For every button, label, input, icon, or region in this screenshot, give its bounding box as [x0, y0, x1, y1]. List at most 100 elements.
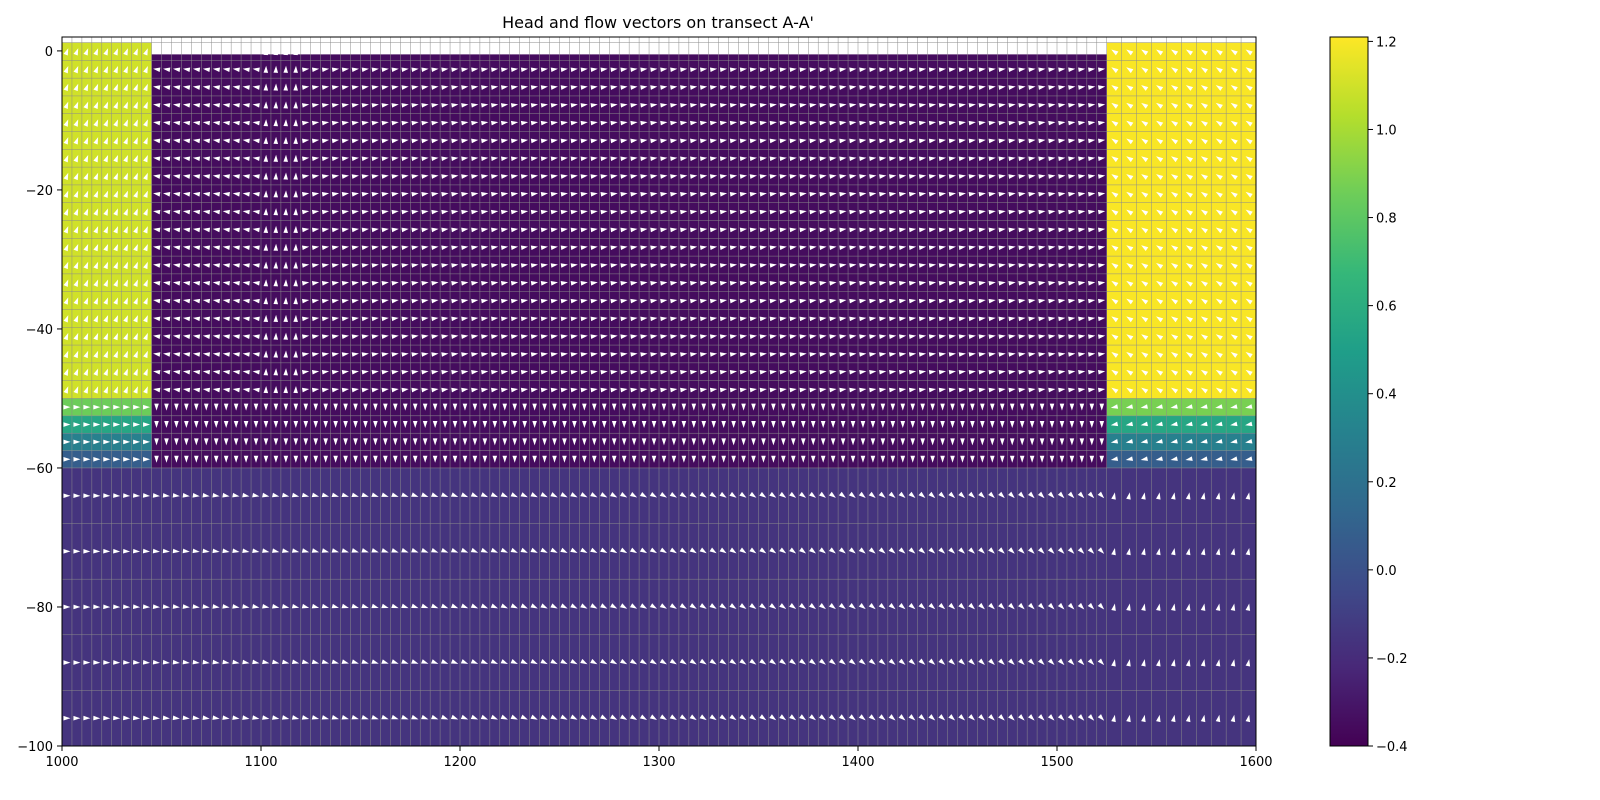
flow-vector-2282: [1028, 387, 1036, 393]
flow-vector-884: [849, 174, 857, 179]
flow-vector-1133: [1038, 209, 1046, 215]
flow-vector-2933: [639, 547, 648, 554]
flow-vector-878: [789, 174, 797, 179]
flow-vector-1352: [928, 245, 937, 250]
flow-vector-2997: [132, 604, 141, 610]
flow-vector-2322: [283, 403, 289, 411]
flow-vector-1545: [560, 281, 568, 286]
flow-vector-750: [660, 156, 668, 162]
flow-vector-718: [341, 156, 350, 162]
flow-vector-2643: [1230, 438, 1238, 444]
flow-vector-1004: [898, 192, 907, 197]
flow-vector-829: [301, 174, 310, 179]
flow-vector-2057: [1078, 352, 1086, 357]
flow-vector-2471: [621, 421, 627, 429]
flow-vector-217: [1078, 67, 1086, 73]
flow-vector-1433: [590, 263, 598, 268]
flow-vector-2638: [1155, 438, 1163, 444]
flow-vector-654: [849, 138, 857, 144]
flow-vector-2507: [980, 421, 985, 429]
flow-vector-3283: [689, 714, 697, 721]
flow-vector-2312: [184, 403, 189, 411]
flow-vector-678: [1088, 138, 1096, 144]
flow-vector-1694: [898, 298, 907, 304]
flow-vector-2745: [1059, 455, 1065, 463]
flow-vector-2611: [870, 438, 876, 446]
flow-vector-1537: [481, 281, 489, 286]
flow-vector-2205: [263, 386, 269, 394]
flow-vector-776: [918, 156, 927, 162]
flow-vector-549: [948, 120, 956, 126]
flow-vector-1850: [163, 334, 171, 339]
flow-vector-1141: [1126, 209, 1134, 216]
flow-vector-1106: [769, 209, 777, 215]
flow-vector-1018: [1038, 192, 1046, 197]
flow-vector-914: [1171, 174, 1179, 180]
flow-vector-1441: [670, 263, 678, 268]
flow-vector-746: [620, 156, 628, 162]
flow-vector-2636: [1125, 438, 1134, 444]
flow-vector-92: [978, 49, 986, 55]
flow-vector-2014: [650, 352, 658, 357]
flow-vector-163: [540, 67, 549, 73]
flow-vector-1235: [908, 227, 917, 233]
flow-vector-2433: [243, 421, 249, 429]
flow-vector-742: [580, 156, 588, 162]
flow-vector-335: [1111, 85, 1119, 91]
y-tick-label-0: 0: [45, 45, 53, 60]
flow-vector-505: [510, 120, 519, 126]
flow-vector-2926: [570, 547, 578, 553]
flow-vector-3158: [590, 658, 598, 665]
flow-vector-2410: [1185, 404, 1193, 409]
flow-vector-238: [143, 83, 148, 92]
flow-vector-1932: [978, 334, 986, 339]
flow-vector-603: [341, 138, 350, 144]
flow-vector-2291: [1126, 387, 1134, 394]
flow-vector-3131: [321, 659, 330, 664]
flow-vector-2460: [512, 421, 518, 429]
flow-vector-2101: [371, 370, 379, 375]
flow-vector-1460: [859, 263, 867, 268]
flow-vector-351: [123, 101, 128, 109]
flow-vector-1261: [1200, 227, 1208, 234]
flow-vector-2770: [162, 493, 170, 498]
flow-vector-1816: [968, 316, 976, 322]
flow-vector-3094: [1097, 602, 1105, 610]
flow-vector-585: [163, 138, 171, 144]
flow-vector-1218: [739, 227, 748, 233]
flow-vector-913: [1156, 174, 1164, 180]
flow-vector-545: [908, 120, 917, 126]
flow-vector-170: [610, 67, 618, 73]
flow-vector-1047: [182, 209, 191, 215]
flow-vector-3015: [311, 603, 320, 609]
flow-vector-2551: [273, 438, 279, 446]
flow-vector-3320: [1057, 714, 1065, 721]
flow-vector-1553: [640, 281, 648, 286]
flow-vector-2018: [690, 352, 698, 357]
flow-vector-3330: [1185, 714, 1191, 723]
flow-vector-904: [1048, 174, 1056, 179]
flow-vector-1217: [729, 227, 738, 233]
flow-vector-1869: [351, 334, 359, 339]
flow-vector-2865: [1111, 492, 1116, 500]
flow-vector-2094: [301, 370, 310, 375]
flow-vector-863: [640, 174, 648, 179]
flow-vector-441: [1018, 103, 1026, 108]
flow-vector-2334: [402, 403, 408, 411]
flow-vector-1910: [759, 334, 767, 339]
flow-vector-563: [1088, 120, 1096, 126]
flow-vector-1893: [590, 334, 598, 339]
flow-vector-2853: [988, 491, 995, 499]
flow-vector-331: [1068, 85, 1076, 90]
flow-vector-2500: [910, 421, 916, 429]
flow-vector-929: [153, 192, 161, 197]
flow-vector-2893: [242, 548, 250, 553]
flow-vector-576: [73, 137, 79, 145]
flow-vector-1137: [1078, 209, 1086, 215]
flow-vector-679: [1097, 138, 1106, 144]
flow-vector-2201: [222, 387, 230, 393]
flow-vector-3306: [918, 714, 926, 721]
flow-vector-1647: [431, 298, 439, 304]
flow-vector-2880: [113, 548, 121, 554]
flow-vector-2513: [1039, 421, 1045, 429]
